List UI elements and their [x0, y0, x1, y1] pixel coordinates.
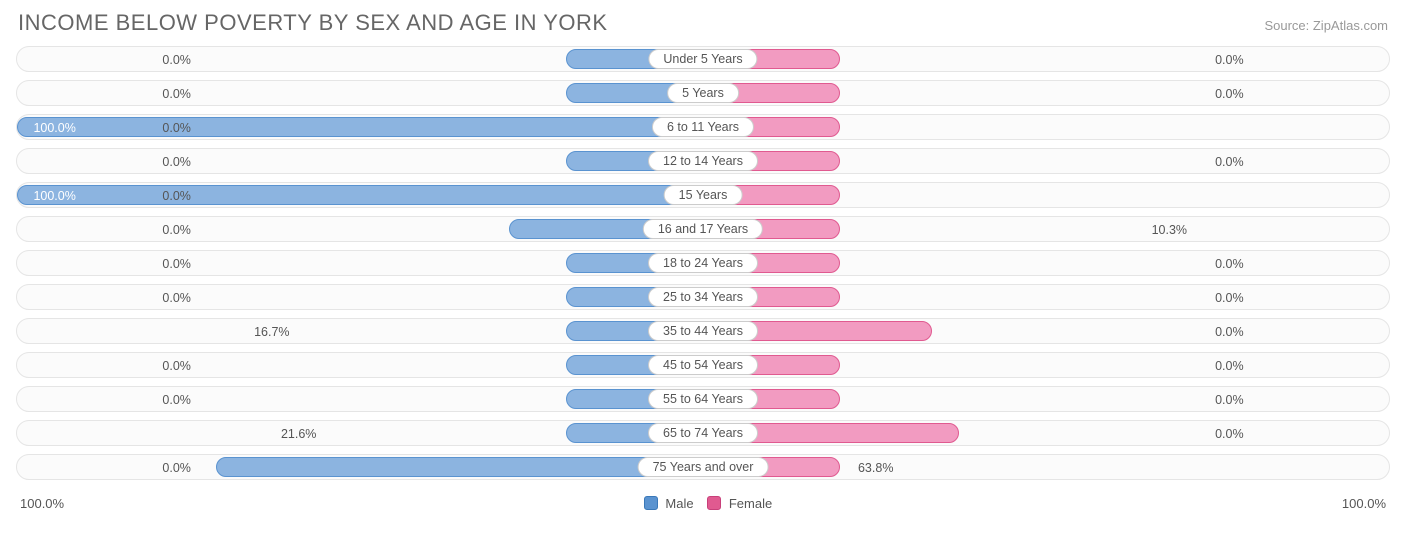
male-bar [216, 457, 703, 477]
male-value-label: 0.0% [1215, 285, 1244, 311]
female-value-label: 0.0% [162, 455, 191, 481]
legend: Male Female [64, 496, 1342, 511]
chart-row: 16 and 17 Years 10.3% 0.0% [16, 216, 1390, 242]
female-value-label: 0.0% [162, 353, 191, 379]
age-group-label: 45 to 54 Years [648, 355, 758, 375]
male-value-label: 10.3% [1152, 217, 1187, 243]
chart-row: 5 Years 0.0% 0.0% [16, 80, 1390, 106]
axis-right-label: 100.0% [1342, 496, 1386, 511]
female-value-label: 0.0% [162, 115, 191, 141]
female-value-label: 0.0% [162, 47, 191, 73]
female-value-label: 0.0% [162, 149, 191, 175]
diverging-bar-chart: Under 5 Years0.0%0.0%5 Years0.0%0.0%6 to… [12, 44, 1394, 490]
legend-male-label: Male [665, 496, 693, 511]
female-value-label: 0.0% [162, 217, 191, 243]
female-value-label: 0.0% [162, 81, 191, 107]
chart-row: Under 5 Years 0.0% 0.0% [16, 46, 1390, 72]
chart-row: 15 Years 100.0% 0.0% [16, 182, 1390, 208]
chart-row: 6 to 11 Years 100.0% 0.0% [16, 114, 1390, 140]
female-swatch-icon [707, 496, 721, 510]
chart-row: 75 Years and over 63.8% 0.0% [16, 454, 1390, 480]
male-bar [17, 185, 703, 205]
female-value-label: 0.0% [162, 387, 191, 413]
age-group-label: 65 to 74 Years [648, 423, 758, 443]
male-swatch-icon [644, 496, 658, 510]
male-bar [17, 117, 703, 137]
male-value-label: 0.0% [1215, 251, 1244, 277]
age-group-label: 25 to 34 Years [648, 287, 758, 307]
male-value-label: 0.0% [1215, 81, 1244, 107]
chart-row: 65 to 74 Years 0.0% 21.6% [16, 420, 1390, 446]
chart-source: Source: ZipAtlas.com [1264, 18, 1388, 33]
age-group-label: 16 and 17 Years [643, 219, 763, 239]
age-group-label: 5 Years [667, 83, 739, 103]
male-value-label: 100.0% [33, 115, 75, 141]
male-value-label: 100.0% [33, 183, 75, 209]
age-group-label: Under 5 Years [648, 49, 757, 69]
age-group-label: 18 to 24 Years [648, 253, 758, 273]
male-value-label: 0.0% [1215, 421, 1244, 447]
age-group-label: 75 Years and over [638, 457, 769, 477]
male-value-label: 63.8% [858, 455, 893, 481]
age-group-label: 15 Years [664, 185, 743, 205]
female-value-label: 0.0% [162, 251, 191, 277]
chart-header: INCOME BELOW POVERTY BY SEX AND AGE IN Y… [12, 10, 1394, 44]
chart-row: 55 to 64 Years 0.0% 0.0% [16, 386, 1390, 412]
axis-left-label: 100.0% [20, 496, 64, 511]
female-value-label: 0.0% [162, 183, 191, 209]
male-value-label: 0.0% [1215, 47, 1244, 73]
female-value-label: 0.0% [162, 285, 191, 311]
female-value-label: 21.6% [281, 421, 316, 447]
chart-row: 12 to 14 Years 0.0% 0.0% [16, 148, 1390, 174]
male-value-label: 0.0% [1215, 387, 1244, 413]
chart-footer: 100.0% Male Female 100.0% [12, 490, 1394, 514]
legend-female-label: Female [729, 496, 772, 511]
age-group-label: 12 to 14 Years [648, 151, 758, 171]
chart-row: 25 to 34 Years 0.0% 0.0% [16, 284, 1390, 310]
male-value-label: 0.0% [1215, 353, 1244, 379]
male-value-label: 0.0% [1215, 149, 1244, 175]
chart-row: 45 to 54 Years 0.0% 0.0% [16, 352, 1390, 378]
age-group-label: 6 to 11 Years [652, 117, 754, 137]
chart-row: 18 to 24 Years 0.0% 0.0% [16, 250, 1390, 276]
chart-row: 35 to 44 Years 0.0% 16.7% [16, 318, 1390, 344]
female-value-label: 16.7% [254, 319, 289, 345]
male-value-label: 0.0% [1215, 319, 1244, 345]
chart-title: INCOME BELOW POVERTY BY SEX AND AGE IN Y… [18, 10, 608, 36]
age-group-label: 55 to 64 Years [648, 389, 758, 409]
age-group-label: 35 to 44 Years [648, 321, 758, 341]
